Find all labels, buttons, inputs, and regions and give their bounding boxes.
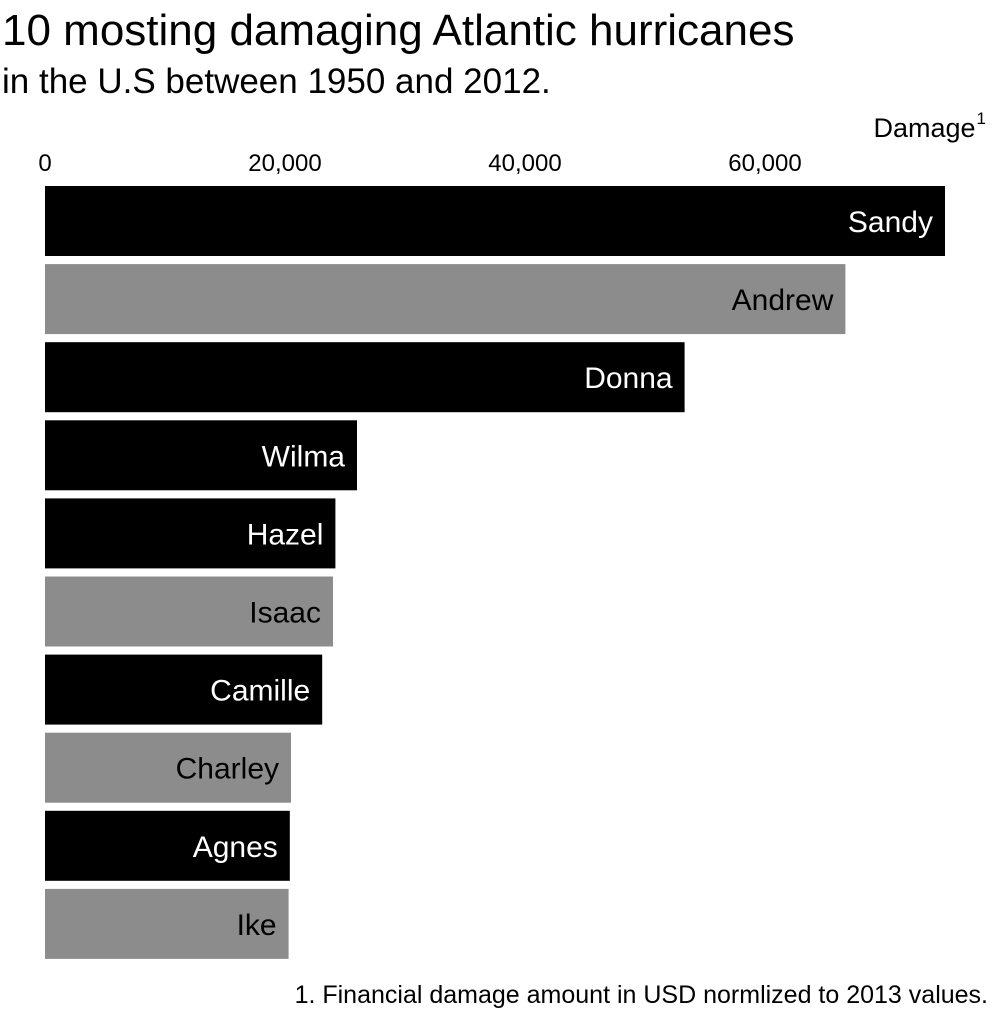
x-axis-ticks: 0 20,000 40,000 60,000 (38, 150, 801, 177)
bar-label-donna: Donna (584, 362, 673, 395)
chart-subtitle: in the U.S between 1950 and 2012. (2, 62, 551, 101)
x-tick-label: 40,000 (488, 150, 561, 177)
bar-label-camille: Camille (210, 675, 310, 708)
bar-label-sandy: Sandy (848, 206, 933, 239)
bar-isaac (45, 576, 333, 647)
x-axis-title-text: Damage (873, 113, 976, 143)
bar-ike (45, 888, 289, 959)
bar-donna (45, 342, 685, 413)
bar-label-agnes: Agnes (193, 831, 278, 864)
bar-andrew (45, 264, 846, 335)
x-axis-title: Damage1 (873, 109, 986, 144)
bar-label-isaac: Isaac (249, 597, 321, 630)
x-tick-label: 20,000 (248, 150, 321, 177)
bar-label-ike: Ike (237, 909, 277, 942)
chart-title: 10 mosting damaging Atlantic hurricanes (2, 6, 795, 55)
chart-footnote: 1. Financial damage amount in USD normli… (294, 981, 988, 1009)
bar-sandy (45, 186, 945, 256)
bar-agnes (45, 810, 290, 881)
bar-label-charley: Charley (176, 753, 279, 786)
bar-label-wilma: Wilma (262, 440, 346, 473)
bar-charley (45, 732, 291, 803)
bars: Sandy Andrew Donna Wilma Hazel Isaac Camille Ch… (45, 186, 945, 959)
bar-label-andrew: Andrew (732, 284, 834, 317)
bar-camille (45, 654, 323, 725)
x-tick-label: 60,000 (728, 150, 801, 177)
x-axis-title-footnote-marker: 1 (976, 109, 986, 128)
bar-label-hazel: Hazel (247, 518, 324, 551)
x-tick-label: 0 (38, 150, 51, 177)
bar-wilma (45, 420, 357, 491)
bar-hazel (45, 498, 336, 569)
